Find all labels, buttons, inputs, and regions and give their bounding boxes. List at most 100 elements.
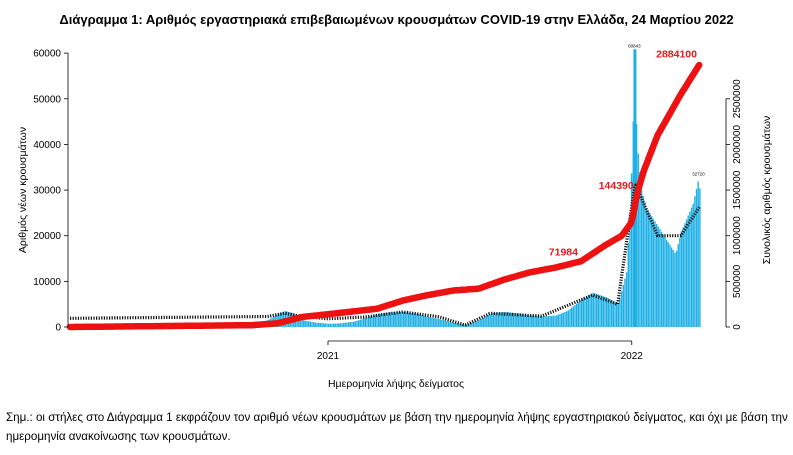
daily-bar — [562, 312, 565, 327]
daily-bar — [556, 315, 558, 327]
daily-bar — [372, 315, 375, 327]
daily-bar — [397, 312, 400, 327]
daily-bar — [351, 321, 353, 327]
daily-bar — [607, 298, 610, 327]
daily-bar — [665, 239, 668, 327]
daily-bar — [649, 213, 651, 327]
daily-bar — [377, 314, 380, 327]
moving-average-line — [70, 183, 701, 327]
daily-bar — [519, 313, 521, 327]
daily-bar — [441, 319, 443, 327]
daily-bar — [308, 321, 310, 327]
daily-bar — [595, 293, 598, 327]
daily-bar — [384, 313, 386, 327]
daily-bar — [347, 322, 350, 327]
right-axis-tick-label: 0 — [732, 324, 743, 330]
daily-bar — [699, 188, 701, 327]
bottom-axis-tick-label: 2021 — [317, 351, 340, 362]
daily-bar — [544, 316, 546, 327]
daily-bar — [659, 229, 661, 327]
daily-bar — [402, 311, 405, 327]
daily-bar — [479, 319, 481, 327]
left-axis-tick-label: 20000 — [33, 231, 61, 242]
daily-bar — [574, 304, 576, 327]
daily-bar — [690, 207, 693, 327]
daily-bar — [439, 319, 441, 327]
daily-bar — [516, 313, 518, 327]
daily-bar — [514, 313, 516, 327]
daily-bar — [679, 237, 681, 327]
cumulative-line — [66, 61, 703, 331]
daily-bar — [451, 322, 453, 327]
daily-bar — [381, 313, 383, 327]
bottom-axis-tick-label: 2022 — [621, 351, 644, 362]
daily-bar — [552, 315, 555, 327]
daily-bar — [401, 311, 403, 327]
right-axis-tick-label: 500000 — [732, 264, 743, 298]
daily-bar — [684, 223, 686, 327]
daily-bar — [589, 294, 591, 327]
daily-bar — [496, 312, 498, 327]
daily-bar — [436, 318, 438, 327]
daily-bar — [422, 315, 425, 327]
daily-bar — [452, 322, 455, 327]
daily-bar — [605, 297, 608, 327]
daily-bar — [414, 313, 416, 327]
daily-bar — [682, 227, 684, 327]
daily-bar — [319, 323, 322, 327]
daily-bar — [344, 322, 347, 327]
daily-bar — [577, 302, 580, 327]
daily-bar — [506, 312, 508, 327]
daily-bar — [672, 250, 674, 327]
daily-bar — [371, 316, 373, 327]
daily-bar — [571, 307, 573, 327]
daily-bar — [597, 294, 600, 327]
daily-bar — [357, 320, 360, 327]
daily-bar — [612, 301, 615, 327]
daily-bar — [482, 317, 485, 327]
daily-bar — [567, 310, 570, 327]
daily-bar — [313, 322, 315, 327]
y-axis-right-title: Συνολικός αριθμός κρουσμάτων — [761, 116, 773, 265]
daily-bar — [692, 203, 694, 327]
daily-bar — [511, 312, 513, 327]
daily-bar — [477, 320, 480, 327]
daily-bar — [547, 316, 550, 327]
daily-bar — [459, 323, 461, 327]
daily-bar — [474, 321, 476, 327]
daily-bar — [494, 312, 496, 327]
daily-bar — [323, 323, 325, 327]
daily-bar — [487, 314, 490, 327]
daily-bar — [421, 315, 423, 327]
daily-bar — [311, 321, 313, 327]
daily-bar — [592, 292, 595, 327]
daily-bar — [429, 317, 431, 327]
daily-bar — [329, 323, 332, 327]
daily-bar — [481, 318, 483, 327]
daily-bar — [314, 322, 317, 327]
daily-bar — [517, 313, 520, 327]
daily-bar — [655, 223, 658, 327]
daily-bar — [298, 317, 300, 327]
daily-bar — [664, 237, 666, 327]
daily-bar — [461, 324, 463, 327]
daily-bar — [536, 316, 538, 327]
daily-bar — [512, 312, 515, 327]
daily-bar — [650, 216, 653, 327]
daily-bar — [531, 315, 533, 327]
daily-bar — [492, 313, 495, 327]
daily-bar — [499, 312, 501, 327]
daily-bar — [521, 314, 523, 327]
daily-bar — [580, 299, 583, 327]
daily-bar — [579, 300, 581, 327]
daily-bar — [367, 317, 370, 327]
daily-bar — [502, 312, 505, 327]
daily-bar — [366, 317, 368, 327]
daily-bar — [419, 314, 421, 327]
daily-bar — [629, 213, 631, 327]
moving-average-layer — [70, 183, 701, 327]
daily-bar — [318, 322, 320, 327]
daily-bar — [346, 322, 348, 327]
daily-bar — [652, 218, 654, 327]
daily-bar — [392, 312, 395, 327]
